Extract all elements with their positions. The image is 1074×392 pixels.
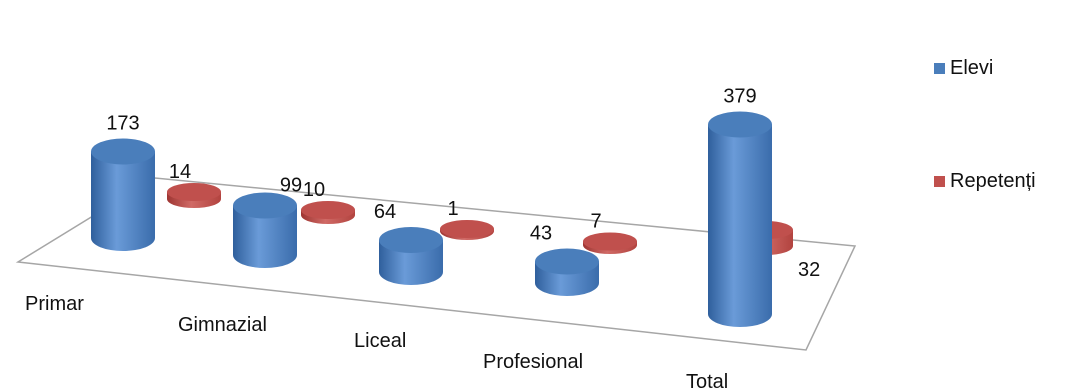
legend-item-elevi: Elevi: [934, 58, 993, 78]
chart-marks: 14 10 1 7 32 173 99 64 43 379: [91, 86, 820, 327]
data-label-repetenti-total: 32: [798, 259, 820, 281]
category-label-liceal: Liceal: [354, 330, 406, 352]
category-label-gimnazial: Gimnazial: [178, 314, 267, 336]
bar-elevi-primar: [91, 138, 155, 251]
bar-repetenti-primar-top: [167, 183, 221, 201]
bar-repetenti-gimnazial-top: [301, 201, 355, 219]
bar-elevi-total-top: [708, 111, 772, 138]
bar-elevi-total: [708, 111, 772, 327]
bar-elevi-gimnazial-top: [233, 192, 297, 219]
bar-elevi-liceal-top: [379, 227, 443, 253]
category-label-total: Total: [686, 371, 728, 392]
data-label-elevi-liceal: 64: [374, 201, 396, 223]
bar-elevi-profesional-top: [535, 248, 599, 275]
bar-elevi-liceal: [379, 227, 443, 285]
data-label-elevi-total: 379: [723, 86, 756, 108]
legend-item-repetenti: Repetenți: [934, 171, 1036, 191]
bar-repetenti-liceal-top: [440, 220, 494, 238]
bar-elevi-total-body: [708, 124, 772, 327]
data-label-elevi-profesional: 43: [530, 223, 552, 245]
category-label-primar: Primar: [25, 293, 84, 315]
bar-elevi-gimnazial: [233, 192, 297, 268]
legend-label-repetenti: Repetenți: [950, 170, 1036, 192]
legend-label-elevi: Elevi: [950, 57, 994, 79]
legend-swatch-repetenti: [934, 175, 945, 187]
bar-repetenti-liceal: [440, 220, 494, 240]
data-label-repetenti-gimnazial: 10: [303, 179, 325, 201]
data-label-repetenti-profesional: 7: [590, 211, 601, 233]
bar-elevi-primar-top: [91, 138, 155, 165]
bar-elevi-profesional: [535, 248, 599, 296]
bar-repetenti-primar: [167, 183, 221, 208]
category-label-profesional: Profesional: [483, 351, 583, 373]
legend-swatch-elevi: [934, 62, 945, 74]
bar-repetenti-profesional: [583, 232, 637, 254]
data-label-repetenti-primar: 14: [169, 161, 191, 183]
bar-elevi-primar-body: [91, 151, 155, 251]
bar-repetenti-gimnazial: [301, 201, 355, 224]
data-label-elevi-gimnazial: 99: [280, 175, 302, 197]
bar-repetenti-profesional-top: [583, 232, 637, 251]
data-label-elevi-primar: 173: [106, 113, 139, 135]
category-labels: Primar Gimnazial Liceal Profesional Total: [25, 293, 728, 392]
data-label-repetenti-liceal: 1: [447, 198, 458, 220]
bar-elevi-gimnazial-body: [233, 205, 297, 268]
legend: Elevi Repetenți: [934, 0, 1074, 392]
